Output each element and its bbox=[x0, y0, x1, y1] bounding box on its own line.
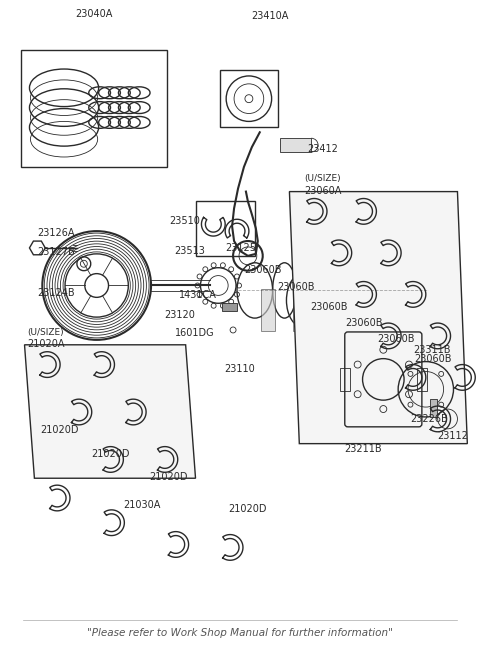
Bar bbox=[340, 367, 350, 391]
Bar bbox=[21, 50, 167, 167]
Text: 23110: 23110 bbox=[225, 364, 255, 375]
Text: 23513: 23513 bbox=[175, 246, 205, 256]
Text: 21020D: 21020D bbox=[228, 504, 266, 514]
Text: 23311B: 23311B bbox=[413, 345, 450, 355]
Bar bbox=[312, 295, 326, 345]
Bar bbox=[343, 291, 351, 339]
Text: 23410A: 23410A bbox=[251, 10, 288, 20]
Text: 1601DG: 1601DG bbox=[175, 328, 215, 338]
Bar bbox=[430, 399, 437, 417]
Text: 1431CA: 1431CA bbox=[179, 290, 216, 301]
Text: 23125: 23125 bbox=[225, 243, 256, 253]
Text: 23126A: 23126A bbox=[37, 228, 75, 238]
Text: 23120: 23120 bbox=[164, 310, 195, 320]
Text: 23112: 23112 bbox=[438, 431, 468, 441]
Bar bbox=[220, 70, 277, 127]
Bar bbox=[293, 290, 301, 331]
Text: 23060B: 23060B bbox=[244, 265, 281, 274]
Text: 23060B: 23060B bbox=[277, 282, 315, 293]
Polygon shape bbox=[24, 345, 195, 478]
Text: "Please refer to Work Shop Manual for further information": "Please refer to Work Shop Manual for fu… bbox=[87, 628, 393, 639]
Text: 21020D: 21020D bbox=[40, 425, 79, 435]
Bar bbox=[279, 138, 311, 152]
Text: 23060B: 23060B bbox=[414, 354, 452, 364]
Text: 23226B: 23226B bbox=[410, 414, 448, 424]
Text: 23510: 23510 bbox=[169, 216, 201, 226]
Text: (U/SIZE): (U/SIZE) bbox=[304, 174, 341, 183]
Text: 23412: 23412 bbox=[307, 144, 338, 154]
Text: 21020D: 21020D bbox=[149, 472, 188, 482]
Text: 23127B: 23127B bbox=[37, 247, 75, 257]
Bar bbox=[261, 290, 275, 331]
Bar bbox=[360, 291, 373, 339]
Text: 23211B: 23211B bbox=[345, 443, 383, 453]
Text: 23060A: 23060A bbox=[304, 185, 342, 196]
Text: 21020D: 21020D bbox=[92, 449, 130, 458]
Bar bbox=[222, 303, 237, 311]
Text: 23060B: 23060B bbox=[345, 318, 383, 328]
Text: 23124B: 23124B bbox=[37, 288, 75, 299]
Polygon shape bbox=[289, 192, 468, 443]
Text: 21020A: 21020A bbox=[27, 339, 65, 349]
Text: 23060B: 23060B bbox=[310, 302, 348, 312]
Text: (U/SIZE): (U/SIZE) bbox=[27, 328, 64, 337]
Bar bbox=[417, 367, 427, 391]
Text: 23040A: 23040A bbox=[75, 9, 112, 18]
Text: 21030A: 21030A bbox=[123, 500, 161, 510]
Text: 23060B: 23060B bbox=[377, 334, 415, 344]
Bar bbox=[386, 291, 394, 339]
Bar bbox=[195, 202, 255, 256]
